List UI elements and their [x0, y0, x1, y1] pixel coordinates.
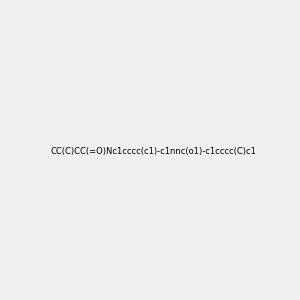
Text: CC(C)CC(=O)Nc1cccc(c1)-c1nnc(o1)-c1cccc(C)c1: CC(C)CC(=O)Nc1cccc(c1)-c1nnc(o1)-c1cccc(…: [51, 147, 257, 156]
